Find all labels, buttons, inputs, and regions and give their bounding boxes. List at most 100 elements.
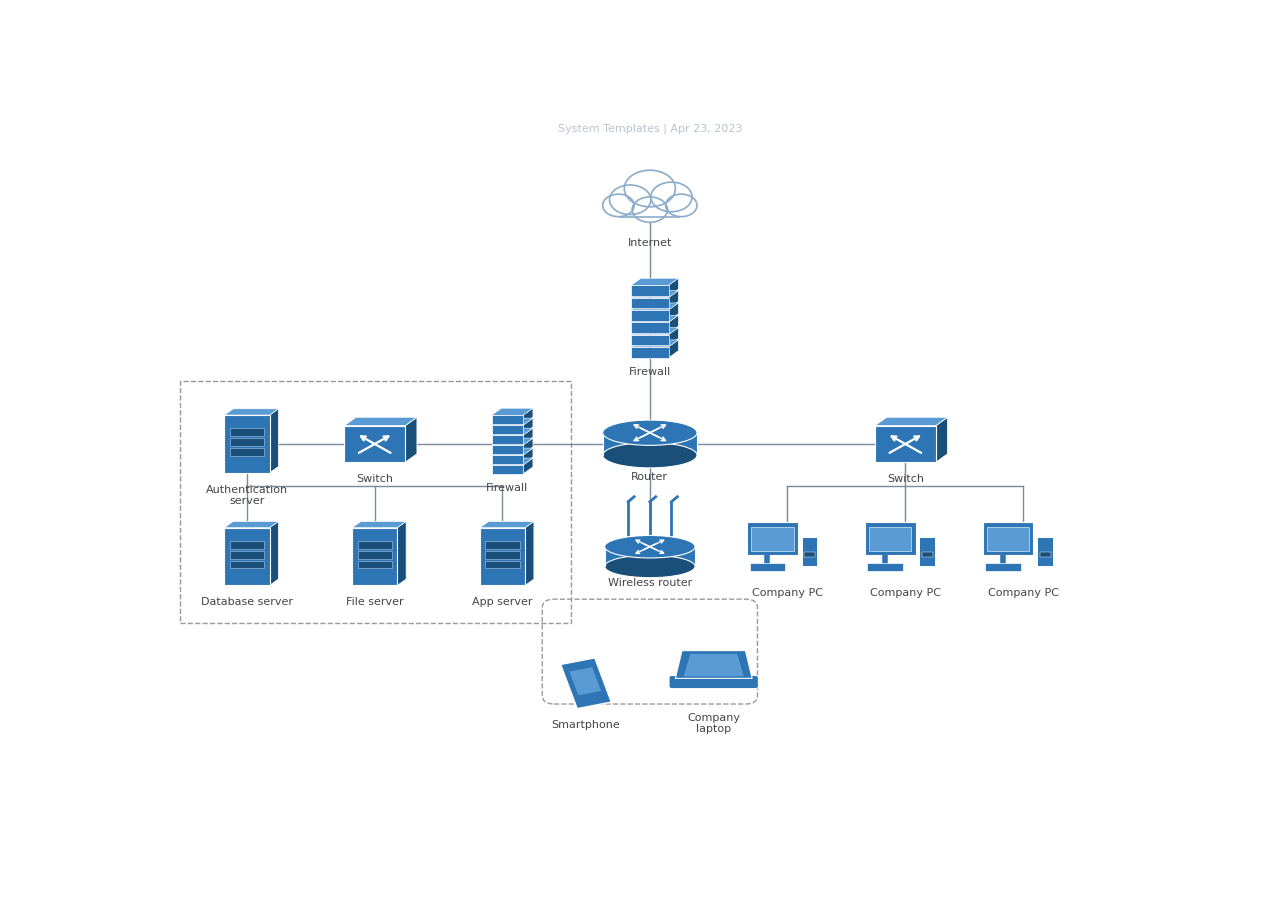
Polygon shape bbox=[668, 315, 678, 333]
Polygon shape bbox=[668, 278, 678, 296]
FancyBboxPatch shape bbox=[224, 415, 270, 473]
Polygon shape bbox=[676, 651, 752, 678]
Polygon shape bbox=[525, 521, 534, 586]
Polygon shape bbox=[936, 417, 947, 462]
Text: Switch: Switch bbox=[886, 473, 924, 484]
Text: System Templates | Apr 23, 2023: System Templates | Apr 23, 2023 bbox=[558, 123, 742, 134]
Polygon shape bbox=[397, 521, 406, 586]
Polygon shape bbox=[492, 428, 533, 435]
FancyBboxPatch shape bbox=[230, 551, 264, 558]
Text: Firewall: Firewall bbox=[486, 483, 529, 493]
FancyBboxPatch shape bbox=[749, 563, 785, 570]
Polygon shape bbox=[406, 417, 417, 462]
Text: Company PC: Company PC bbox=[870, 589, 941, 599]
Ellipse shape bbox=[602, 420, 697, 445]
Ellipse shape bbox=[605, 536, 695, 558]
FancyBboxPatch shape bbox=[631, 285, 668, 296]
Polygon shape bbox=[668, 303, 678, 321]
FancyBboxPatch shape bbox=[230, 448, 264, 456]
Polygon shape bbox=[224, 409, 279, 415]
Polygon shape bbox=[492, 409, 533, 415]
FancyBboxPatch shape bbox=[492, 415, 524, 424]
Polygon shape bbox=[492, 438, 533, 445]
FancyBboxPatch shape bbox=[631, 323, 668, 333]
FancyBboxPatch shape bbox=[631, 347, 668, 357]
Circle shape bbox=[666, 194, 697, 217]
FancyBboxPatch shape bbox=[919, 537, 935, 567]
Text: File server: File server bbox=[346, 598, 403, 608]
Polygon shape bbox=[560, 658, 611, 708]
Polygon shape bbox=[524, 458, 533, 473]
FancyBboxPatch shape bbox=[751, 527, 794, 551]
Text: Switch: Switch bbox=[356, 473, 393, 484]
Ellipse shape bbox=[602, 442, 697, 468]
Polygon shape bbox=[524, 409, 533, 424]
FancyBboxPatch shape bbox=[801, 537, 817, 567]
Circle shape bbox=[633, 197, 667, 222]
Text: Company
laptop: Company laptop bbox=[687, 713, 741, 735]
FancyBboxPatch shape bbox=[479, 527, 525, 586]
Polygon shape bbox=[631, 315, 678, 323]
FancyBboxPatch shape bbox=[486, 560, 520, 569]
FancyBboxPatch shape bbox=[1037, 537, 1052, 567]
Polygon shape bbox=[631, 340, 678, 347]
FancyBboxPatch shape bbox=[492, 445, 524, 454]
FancyBboxPatch shape bbox=[358, 541, 392, 548]
FancyBboxPatch shape bbox=[230, 560, 264, 569]
FancyBboxPatch shape bbox=[1040, 552, 1051, 557]
FancyBboxPatch shape bbox=[353, 527, 397, 586]
FancyBboxPatch shape bbox=[631, 310, 668, 321]
Text: Company PC: Company PC bbox=[752, 589, 823, 599]
FancyBboxPatch shape bbox=[867, 563, 903, 570]
FancyBboxPatch shape bbox=[804, 552, 815, 557]
Polygon shape bbox=[270, 521, 279, 586]
Polygon shape bbox=[631, 291, 678, 298]
Polygon shape bbox=[353, 521, 406, 527]
FancyBboxPatch shape bbox=[670, 675, 758, 688]
FancyBboxPatch shape bbox=[492, 435, 524, 444]
Polygon shape bbox=[631, 278, 678, 285]
FancyBboxPatch shape bbox=[747, 522, 798, 556]
Text: Company PC: Company PC bbox=[988, 589, 1059, 599]
Polygon shape bbox=[524, 448, 533, 464]
Polygon shape bbox=[492, 458, 533, 465]
Polygon shape bbox=[524, 428, 533, 444]
FancyBboxPatch shape bbox=[631, 298, 668, 309]
Polygon shape bbox=[683, 654, 744, 676]
FancyBboxPatch shape bbox=[224, 527, 270, 586]
FancyBboxPatch shape bbox=[875, 426, 936, 462]
Polygon shape bbox=[631, 327, 678, 335]
FancyBboxPatch shape bbox=[492, 465, 524, 473]
Bar bbox=[602, 432, 697, 455]
FancyBboxPatch shape bbox=[344, 426, 406, 462]
FancyBboxPatch shape bbox=[922, 552, 933, 557]
FancyBboxPatch shape bbox=[987, 527, 1030, 551]
Polygon shape bbox=[668, 327, 678, 345]
FancyBboxPatch shape bbox=[358, 551, 392, 558]
Text: Router: Router bbox=[631, 473, 668, 482]
FancyBboxPatch shape bbox=[865, 522, 915, 556]
Polygon shape bbox=[668, 291, 678, 309]
FancyBboxPatch shape bbox=[486, 541, 520, 548]
Text: Database server: Database server bbox=[200, 598, 293, 608]
Text: Wireless router: Wireless router bbox=[607, 578, 692, 588]
Polygon shape bbox=[224, 521, 279, 527]
FancyBboxPatch shape bbox=[492, 425, 524, 434]
Circle shape bbox=[650, 182, 692, 212]
Ellipse shape bbox=[605, 555, 695, 578]
Polygon shape bbox=[492, 448, 533, 455]
Text: App server: App server bbox=[472, 598, 533, 608]
Polygon shape bbox=[569, 667, 601, 696]
Polygon shape bbox=[631, 303, 678, 310]
FancyBboxPatch shape bbox=[985, 563, 1021, 570]
FancyBboxPatch shape bbox=[230, 541, 264, 548]
Text: Internet: Internet bbox=[628, 238, 672, 248]
FancyBboxPatch shape bbox=[869, 527, 912, 551]
Polygon shape bbox=[668, 340, 678, 357]
FancyBboxPatch shape bbox=[486, 551, 520, 558]
FancyBboxPatch shape bbox=[983, 522, 1033, 556]
Polygon shape bbox=[344, 417, 417, 426]
Polygon shape bbox=[479, 521, 534, 527]
Circle shape bbox=[610, 185, 650, 215]
Text: Firewall: Firewall bbox=[629, 367, 671, 377]
